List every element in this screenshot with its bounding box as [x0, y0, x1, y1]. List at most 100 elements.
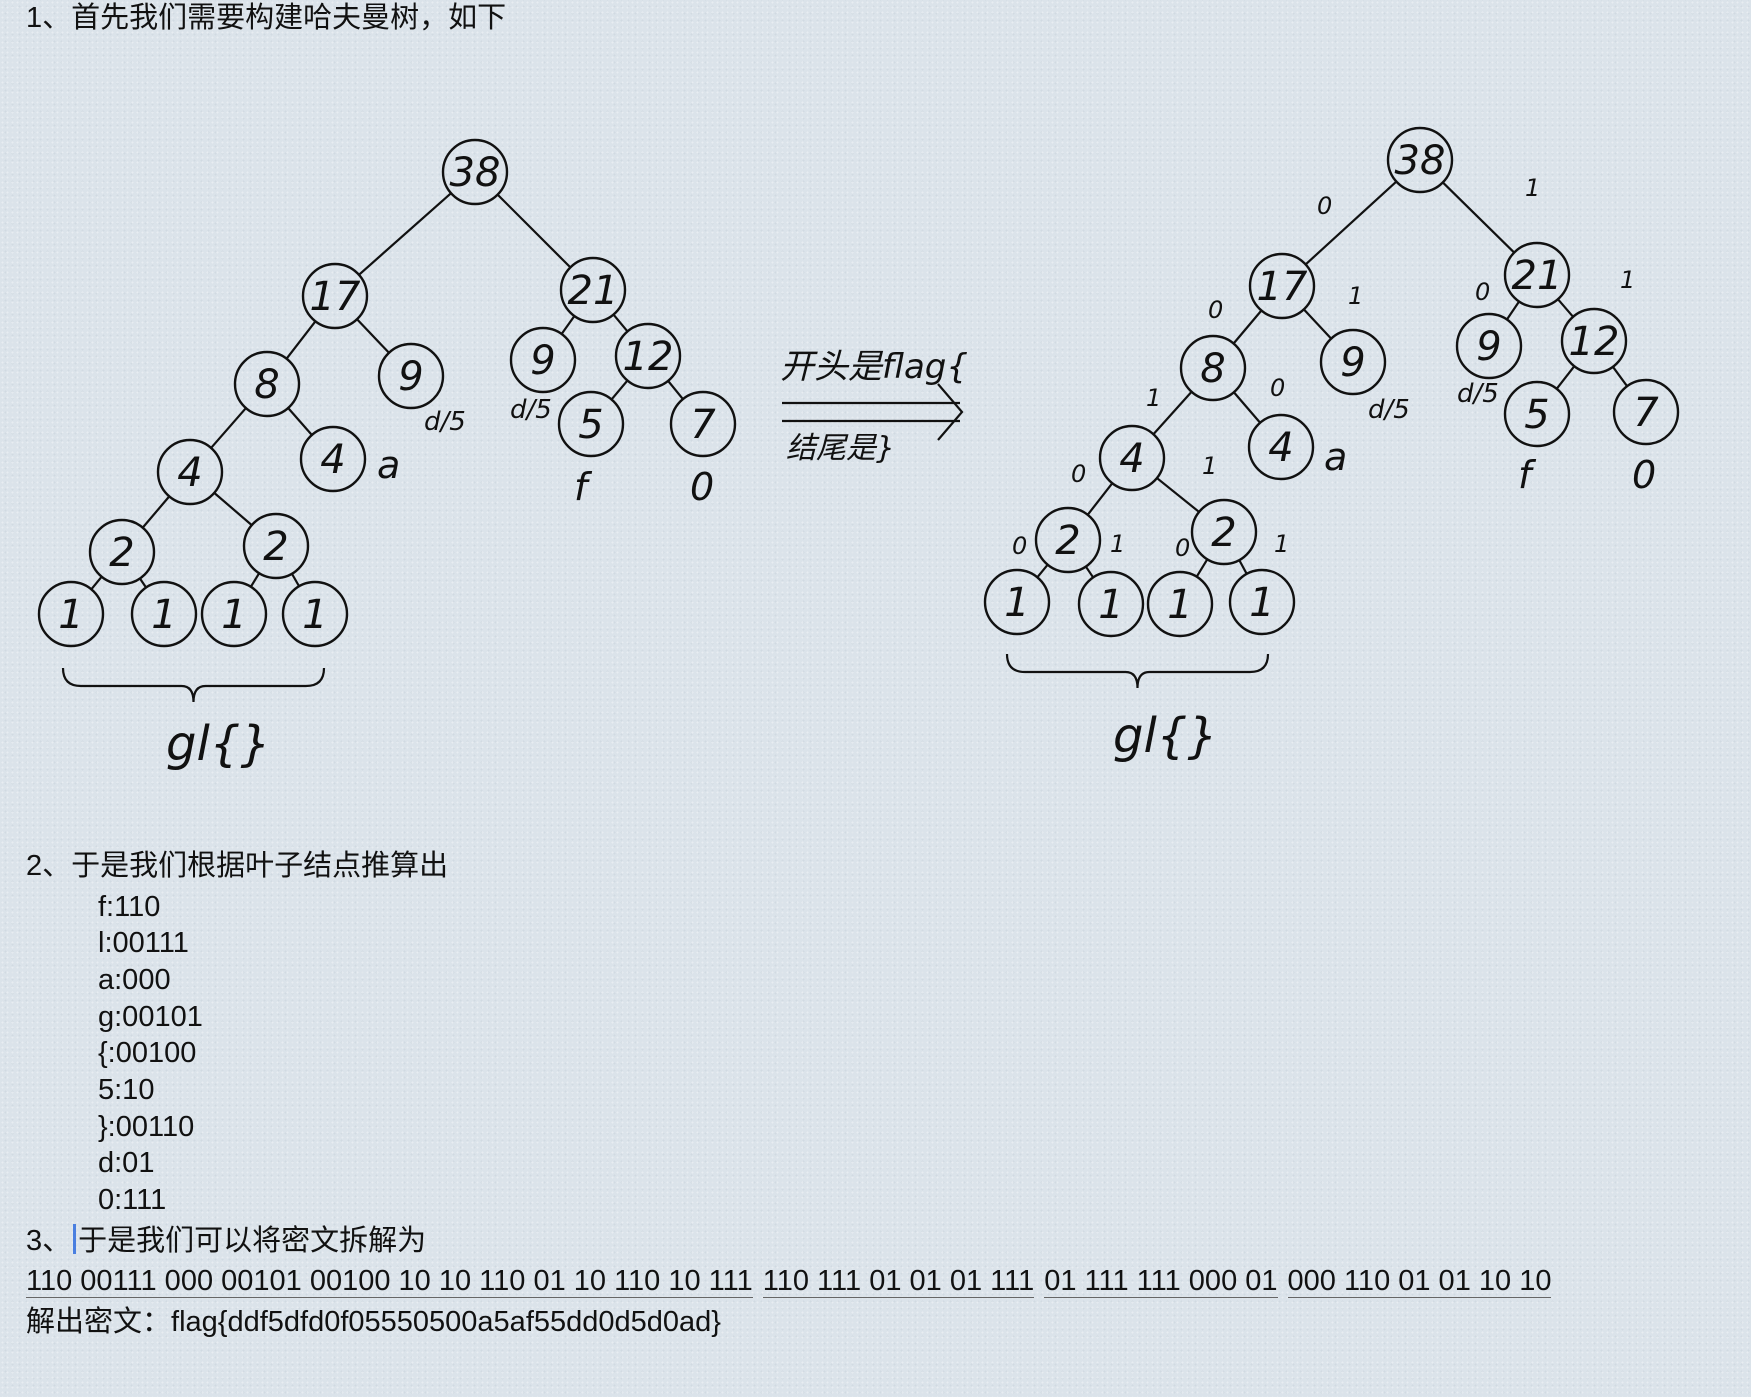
code-f: f:110: [98, 891, 161, 923]
tree-node: [1503, 241, 1571, 309]
tree-edge: [210, 407, 247, 449]
tree-edge: [141, 495, 171, 529]
tree-node-value: 1: [1167, 582, 1192, 628]
leaf-label: gl{}: [1113, 708, 1218, 764]
tree-node-value: 4: [320, 437, 345, 483]
tree-node-value: 9: [398, 354, 423, 400]
code-brace-close: }:00110: [98, 1111, 195, 1143]
tree-node-value: 4: [1268, 425, 1293, 471]
tree-node: [557, 390, 625, 458]
cipher-segment: 000 110 01 01 10 10: [1287, 1265, 1552, 1298]
edge-label: 0: [1208, 296, 1223, 324]
tree-edge: [139, 577, 147, 589]
leaf-label: 0: [1632, 453, 1656, 497]
tree-node: [1034, 506, 1102, 574]
tree-node: [559, 256, 627, 324]
step3-heading[interactable]: 3、 于是我们可以将密文拆解为: [26, 1223, 426, 1259]
edge-label: 1: [1348, 282, 1363, 310]
tree-node-value: 5: [1524, 392, 1549, 438]
tree-node: [441, 138, 509, 206]
tree-node: [509, 326, 577, 394]
tree-node-value: 17: [1257, 264, 1308, 310]
tree-edge: [1233, 391, 1261, 424]
tree-node-value: 9: [1476, 324, 1501, 370]
arrow-top-text: 开头是flag{: [780, 347, 968, 387]
tree-edge: [1156, 477, 1200, 513]
tree-node: [130, 580, 198, 648]
tree-edge: [285, 320, 317, 360]
leaf-label: d/5: [424, 407, 466, 437]
leaf-label: d/5: [1368, 395, 1410, 425]
tree-edge: [1152, 391, 1193, 435]
tree-edge: [1238, 559, 1248, 575]
tree-edge: [496, 193, 572, 269]
tree-node: [1077, 570, 1145, 638]
tree-node-value: 7: [690, 402, 716, 448]
tree-edge: [1506, 300, 1520, 321]
leaf-label: d/5: [1457, 379, 1499, 409]
edge-label: 1: [1202, 452, 1217, 480]
cipher-segment: 110 111 01 01 01 111: [762, 1265, 1035, 1298]
tree-node: [200, 580, 268, 648]
edge-label: 1: [1525, 174, 1540, 202]
tree-node-value: 1: [151, 592, 176, 638]
leaf-label: f: [574, 465, 593, 509]
tree-node-value: 4: [177, 450, 202, 496]
tree-node: [1386, 126, 1454, 194]
edge-label: 0: [1270, 374, 1285, 402]
tree-edge: [1557, 298, 1574, 318]
tree-node: [983, 568, 1051, 636]
tree-node-value: 8: [1200, 346, 1225, 392]
tree-node-value: 9: [1340, 340, 1365, 386]
tree-node-value: 7: [1633, 390, 1659, 436]
code-0: 0:111: [98, 1184, 167, 1216]
tree-node: [299, 425, 367, 493]
tree-edge: [612, 313, 629, 333]
tree-edge: [1612, 366, 1628, 387]
tree-node-value: 5: [578, 402, 603, 448]
leaf-label: a: [1324, 435, 1347, 479]
tree-node: [1319, 328, 1387, 396]
tree-node-value: 1: [221, 592, 246, 638]
tree-node-value: 8: [254, 362, 279, 408]
arrow-bottom-text: 结尾是}: [786, 431, 895, 466]
code-g: g:00101: [98, 1001, 203, 1033]
tree-node: [377, 342, 445, 410]
tree-edge: [249, 572, 261, 588]
tree-node: [301, 262, 369, 330]
tree-node: [1146, 570, 1214, 638]
tree-node-value: 1: [302, 592, 327, 638]
tree-node-value: 12: [1569, 319, 1620, 365]
tree-node-value: 2: [1211, 510, 1236, 556]
tree-edge: [356, 318, 390, 354]
tree-node-value: 38: [450, 150, 501, 196]
tree-edge: [290, 573, 301, 587]
tree-edge: [1303, 308, 1332, 340]
step3-text: 于是我们可以将密文拆解为: [78, 1225, 427, 1257]
tree-edge: [667, 380, 684, 400]
tree-node-value: 2: [1055, 518, 1080, 564]
tree-node-value: 1: [1098, 582, 1123, 628]
tree-node: [1179, 334, 1247, 402]
tree-edge: [1442, 181, 1515, 254]
leaf-label: a: [377, 443, 400, 487]
tree-edge: [1084, 565, 1095, 579]
tree-edge: [287, 407, 313, 436]
brace-icon: [61, 667, 326, 703]
code-d: d:01: [98, 1147, 155, 1179]
tree-node-value: 2: [109, 530, 134, 576]
code-l: l:00111: [98, 927, 189, 959]
code-5: 5:10: [98, 1074, 155, 1106]
tree-node: [1247, 413, 1315, 481]
tree-edge: [1195, 558, 1209, 578]
tree-node-value: 21: [1512, 253, 1563, 299]
edge-label: 0: [1175, 534, 1190, 562]
tree-node-value: 21: [568, 268, 619, 314]
tree-node-value: 12: [623, 334, 674, 380]
tree-edge: [1232, 309, 1263, 345]
tree-node: [1190, 498, 1258, 566]
code-a: a:000: [98, 964, 171, 996]
tree-node: [1228, 568, 1296, 636]
tree-node: [281, 580, 349, 648]
